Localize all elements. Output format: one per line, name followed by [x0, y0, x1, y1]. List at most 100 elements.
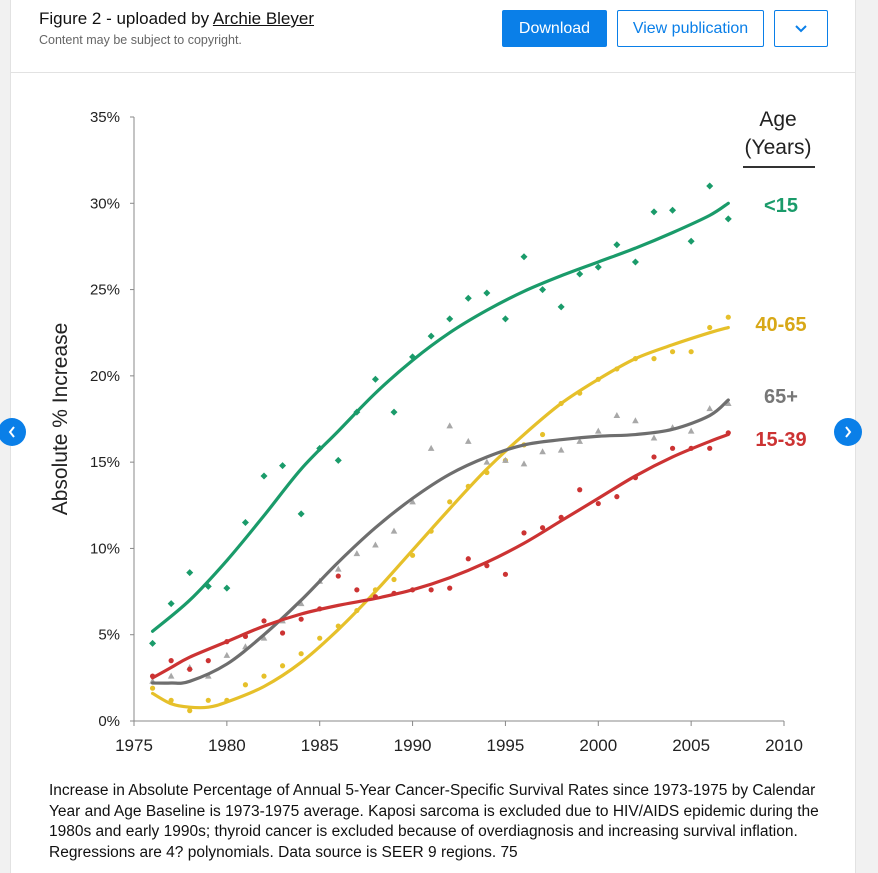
y-tick-label: 5% — [98, 627, 120, 644]
data-point-40-65 — [669, 349, 676, 355]
data-point-65+ — [483, 458, 491, 465]
data-point-15-39 — [205, 658, 211, 664]
data-point-65+ — [464, 437, 472, 444]
x-tick-label: 1985 — [301, 736, 339, 755]
data-point-<15 — [669, 206, 677, 214]
data-point-<15 — [371, 375, 379, 383]
survival-chart: 0% 5% 10% 15% 20% 25% 30% 35% 1975 1980 1985 1990 19… — [49, 108, 815, 755]
data-point-<15 — [241, 519, 249, 527]
data-point-65+ — [613, 412, 621, 419]
y-tick-label: 20% — [90, 368, 120, 385]
data-point-<15 — [427, 332, 435, 340]
data-point-15-39 — [651, 454, 657, 460]
data-point-<15 — [446, 315, 454, 323]
data-point-40-65 — [651, 356, 657, 362]
copyright-note: Content may be subject to copyright. — [39, 33, 242, 47]
data-point-65+ — [687, 427, 695, 434]
data-point-15-39 — [428, 587, 434, 593]
data-point-65+ — [650, 434, 658, 441]
data-point-15-39 — [447, 585, 453, 591]
data-point-<15 — [706, 182, 714, 190]
trend-line-40-65 — [150, 325, 730, 710]
x-tick-label: 1980 — [208, 736, 246, 755]
data-point-40-65 — [725, 314, 731, 320]
data-point-<15 — [557, 303, 565, 311]
data-point-65+ — [520, 460, 528, 467]
trend-line-<15 — [150, 201, 730, 633]
x-tick-label: 2000 — [579, 736, 617, 755]
data-point-65+ — [353, 550, 361, 557]
legend-label-65+: 65+ — [764, 386, 798, 408]
data-point-<15 — [539, 286, 547, 294]
x-tick-label: 1975 — [115, 736, 153, 755]
data-point-<15 — [631, 258, 639, 266]
data-point-65+ — [539, 448, 546, 455]
data-point-<15 — [167, 600, 175, 608]
legend-title-line1: Age — [759, 108, 796, 131]
y-tick-label: 30% — [90, 195, 120, 212]
data-point-65+ — [594, 427, 602, 434]
data-point-15-39 — [669, 445, 676, 451]
legend-label-<15: <15 — [764, 195, 798, 217]
data-point-65+ — [334, 565, 342, 572]
data-point-<15 — [501, 315, 509, 323]
data-point-40-65 — [187, 708, 193, 714]
x-tick-label: 2010 — [765, 736, 803, 755]
chevron-left-icon — [8, 426, 15, 438]
data-point-40-65 — [707, 324, 713, 331]
y-tick-label: 0% — [98, 713, 120, 730]
data-point-65+ — [390, 527, 398, 534]
data-point-40-65 — [539, 431, 546, 438]
data-point-65+ — [557, 446, 565, 453]
data-point-<15 — [186, 569, 194, 577]
more-options-button[interactable] — [774, 10, 828, 47]
data-point-<15 — [149, 639, 157, 647]
download-button[interactable]: Download — [502, 10, 607, 47]
x-tick-label: 1990 — [394, 736, 432, 755]
data-point-40-65 — [688, 349, 694, 355]
data-point-15-39 — [187, 666, 193, 672]
data-point-65+ — [372, 541, 379, 548]
trend-line-15-39 — [150, 432, 730, 680]
data-point-40-65 — [261, 673, 267, 679]
data-point-65+ — [409, 498, 416, 505]
data-point-40-65 — [317, 635, 323, 641]
figure-title: Figure 2 - uploaded by Archie Bleyer — [39, 9, 314, 29]
data-point-<15 — [390, 408, 398, 416]
data-point-40-65 — [279, 663, 286, 669]
data-point-65+ — [297, 600, 305, 607]
next-figure-button[interactable] — [834, 418, 862, 446]
view-publication-button[interactable]: View publication — [617, 10, 764, 47]
data-point-65+ — [576, 437, 584, 444]
data-point-15-39 — [279, 630, 286, 636]
figure-caption: Increase in Absolute Percentage of Annua… — [49, 782, 819, 861]
data-point-<15 — [594, 263, 602, 271]
data-point-40-65 — [447, 499, 453, 505]
data-point-<15 — [520, 253, 528, 261]
x-tick-label: 2005 — [672, 736, 710, 755]
figure-card: Figure 2 - uploaded by Archie Bleyer Con… — [10, 0, 856, 873]
data-point-<15 — [687, 237, 695, 245]
trend-line-65+ — [150, 398, 730, 685]
data-point-15-39 — [595, 500, 601, 507]
y-tick-label: 15% — [90, 454, 120, 471]
data-point-40-65 — [298, 651, 304, 657]
data-point-<15 — [724, 215, 732, 223]
legend-title-line2: (Years) — [745, 136, 812, 159]
y-axis-title: Absolute % Increase — [49, 323, 72, 516]
data-point-65+ — [724, 399, 732, 406]
data-point-40-65 — [149, 685, 156, 691]
data-point-65+ — [167, 672, 175, 679]
y-tick-label: 35% — [90, 109, 120, 126]
previous-figure-button[interactable] — [0, 418, 26, 446]
data-point-65+ — [427, 444, 435, 451]
data-point-<15 — [464, 294, 472, 302]
y-tick-label: 10% — [90, 540, 120, 557]
data-point-40-65 — [409, 552, 416, 558]
data-point-65+ — [706, 405, 714, 412]
data-point-<15 — [223, 584, 231, 592]
data-point-65+ — [223, 651, 231, 658]
data-point-15-39 — [707, 445, 713, 451]
data-point-15-39 — [261, 618, 267, 624]
author-link[interactable]: Archie Bleyer — [212, 9, 315, 28]
